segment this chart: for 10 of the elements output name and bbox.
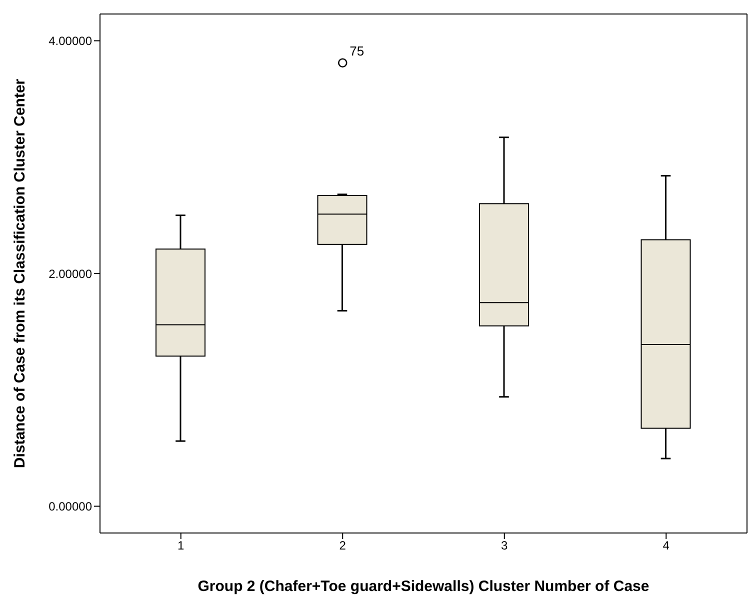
y-tick-label: 2.00000 — [48, 266, 92, 281]
x-tick-label: 4 — [662, 538, 670, 553]
x-tick-label: 2 — [339, 538, 346, 553]
annotation: 75 — [350, 43, 364, 58]
y-axis-title: Distance of Case from its Classification Cluster Center — [12, 78, 28, 468]
x-tick-label: 3 — [501, 538, 508, 553]
y-tick-label: 0.00000 — [48, 499, 92, 514]
x-tick-label: 1 — [178, 538, 185, 553]
x-axis-title: Group 2 (Chafer+Toe guard+Sidewalls) Cluster Number of Case — [198, 578, 650, 595]
y-tick-label: 4.00000 — [48, 34, 92, 48]
